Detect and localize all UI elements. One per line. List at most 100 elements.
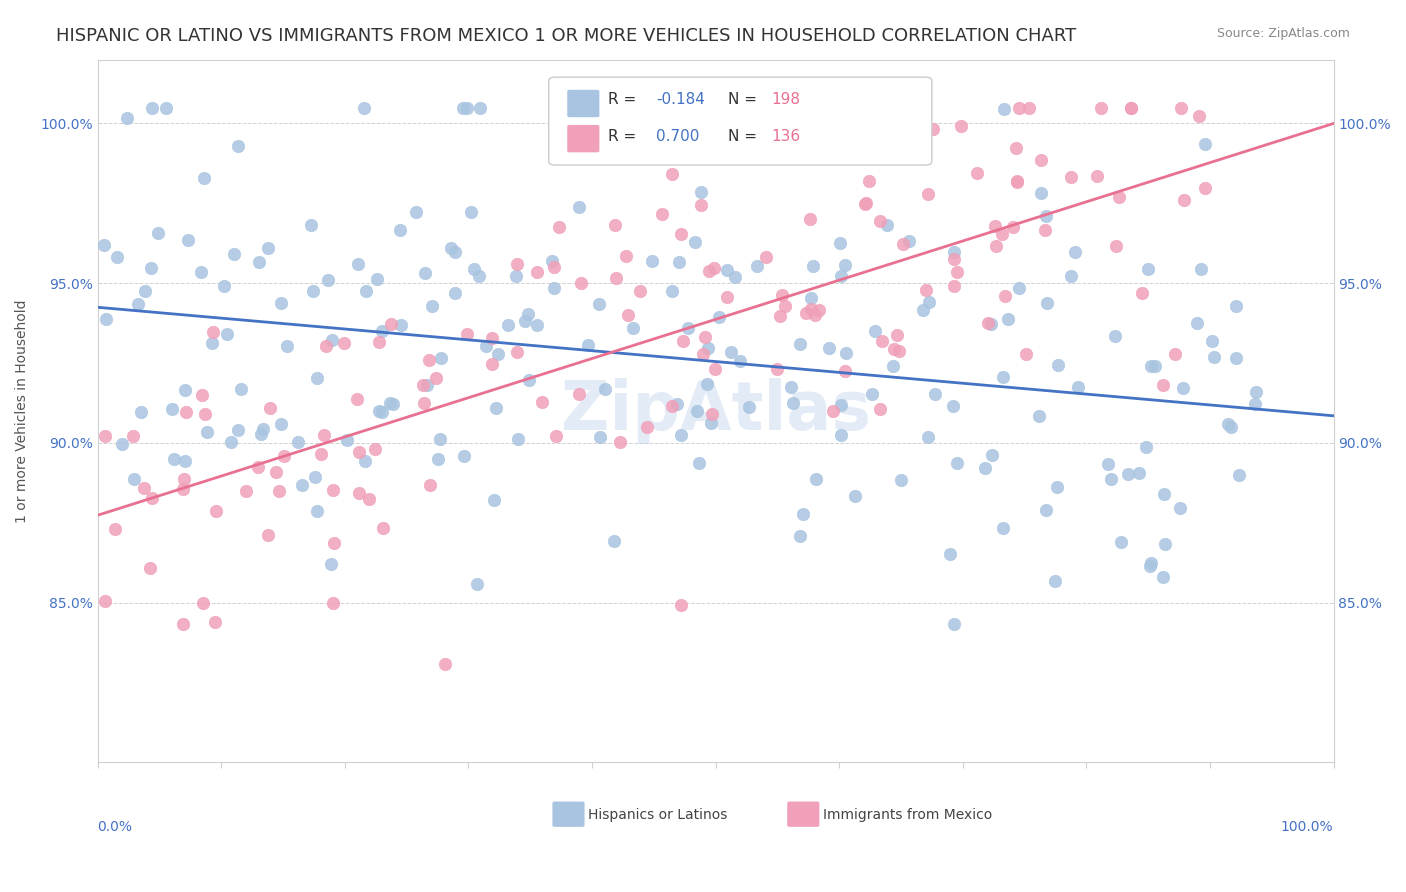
Point — [347, 257, 370, 271]
Point — [516, 307, 538, 321]
Point — [720, 344, 742, 359]
Point — [1015, 347, 1038, 361]
Point — [252, 422, 274, 436]
Point — [174, 405, 197, 419]
Point — [419, 478, 441, 492]
Point — [862, 387, 884, 401]
Point — [980, 448, 1002, 462]
Text: 136: 136 — [770, 129, 800, 145]
Point — [858, 174, 880, 188]
Point — [371, 324, 394, 338]
Point — [915, 283, 938, 297]
Point — [689, 198, 711, 212]
Point — [453, 449, 475, 463]
Point — [172, 616, 194, 631]
Point — [322, 596, 344, 610]
Point — [692, 347, 714, 361]
Point — [1130, 285, 1153, 300]
Point — [766, 362, 789, 376]
Point — [890, 473, 912, 487]
Point — [506, 344, 529, 359]
Point — [246, 460, 269, 475]
Point — [513, 313, 536, 327]
Point — [443, 244, 465, 259]
Point — [475, 339, 498, 353]
Point — [792, 508, 814, 522]
Point — [205, 504, 228, 518]
Point — [1097, 457, 1119, 471]
Point — [830, 269, 852, 284]
Point — [943, 616, 966, 631]
Point — [1137, 261, 1160, 276]
Point — [855, 195, 877, 210]
Point — [105, 250, 128, 264]
Point — [830, 398, 852, 412]
Point — [349, 486, 371, 500]
Point — [984, 219, 1007, 233]
Point — [111, 437, 134, 451]
Point — [1104, 328, 1126, 343]
Point — [104, 522, 127, 536]
Point — [973, 461, 995, 475]
Point — [1225, 299, 1247, 313]
Point — [621, 321, 644, 335]
Point — [917, 429, 939, 443]
Point — [333, 335, 356, 350]
Point — [794, 305, 817, 319]
Point — [1035, 209, 1057, 223]
Point — [405, 204, 427, 219]
Point — [1119, 101, 1142, 115]
Point — [481, 331, 503, 345]
Point — [789, 529, 811, 543]
Point — [370, 405, 392, 419]
Point — [468, 101, 491, 115]
Point — [367, 335, 389, 350]
Point — [451, 101, 474, 115]
Point — [609, 434, 631, 449]
Point — [1028, 409, 1050, 423]
Point — [276, 339, 298, 353]
Point — [671, 599, 693, 613]
Point — [835, 345, 858, 359]
Point — [94, 429, 117, 443]
Point — [496, 318, 519, 333]
Point — [134, 284, 156, 298]
Point — [1152, 570, 1174, 584]
Point — [709, 310, 731, 325]
Point — [132, 481, 155, 495]
Point — [460, 205, 482, 219]
Point — [273, 449, 295, 463]
Point — [887, 343, 910, 358]
Point — [204, 615, 226, 629]
Point — [1035, 295, 1057, 310]
Point — [1220, 419, 1243, 434]
Point — [347, 445, 370, 459]
Point — [986, 239, 1008, 253]
Point — [346, 392, 368, 406]
Point — [1064, 244, 1087, 259]
Point — [696, 377, 718, 392]
Point — [1046, 480, 1069, 494]
Point — [486, 347, 509, 361]
Point — [1085, 169, 1108, 184]
Point — [1108, 190, 1130, 204]
Point — [865, 324, 887, 338]
Point — [201, 335, 224, 350]
Point — [226, 423, 249, 437]
Point — [942, 252, 965, 267]
Point — [526, 265, 548, 279]
Point — [1173, 193, 1195, 207]
Point — [1188, 109, 1211, 123]
Point — [228, 139, 250, 153]
Point — [588, 297, 610, 311]
Point — [173, 453, 195, 467]
Point — [468, 268, 491, 283]
Point — [420, 299, 443, 313]
Point — [942, 245, 965, 260]
Point — [1005, 174, 1028, 188]
Text: 100.0%: 100.0% — [1281, 820, 1333, 834]
Text: Immigrants from Mexico: Immigrants from Mexico — [823, 808, 993, 822]
Point — [367, 404, 389, 418]
Point — [1029, 153, 1052, 167]
Point — [163, 452, 186, 467]
